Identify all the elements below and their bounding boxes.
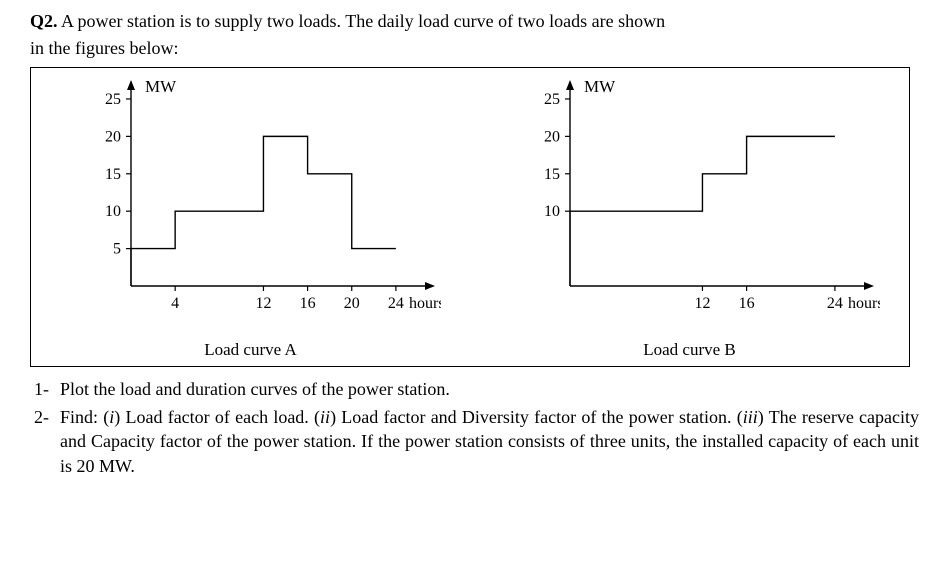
panel-a: 5 10 15 20 25 4 12 16 20 24 MW hours Load curve A	[31, 68, 470, 366]
svg-text:16: 16	[300, 295, 316, 312]
question-line2: in the figures below:	[30, 37, 919, 60]
caption-a: Load curve A	[31, 340, 470, 360]
svg-text:10: 10	[105, 203, 121, 220]
figure-box: 5 10 15 20 25 4 12 16 20 24 MW hours Load curve A 1…	[30, 67, 910, 367]
svg-text:24: 24	[827, 295, 843, 312]
svg-text:15: 15	[105, 166, 121, 183]
svg-text:4: 4	[171, 295, 179, 312]
subquestion-1: 1- Plot the load and duration curves of …	[34, 377, 919, 401]
svg-text:MW: MW	[584, 78, 616, 96]
svg-text:hours: hours	[409, 295, 441, 312]
svg-text:MW: MW	[145, 78, 177, 96]
svg-text:20: 20	[544, 128, 560, 145]
question-label: Q2.	[30, 11, 58, 31]
subq-num-2: 2-	[34, 405, 60, 478]
chart-a-wrap: 5 10 15 20 25 4 12 16 20 24 MW hours	[101, 78, 441, 318]
svg-text:20: 20	[105, 128, 121, 145]
svg-text:12: 12	[694, 295, 710, 312]
subq-num-1: 1-	[34, 377, 60, 401]
subq-text-2: Find: (i) Load factor of each load. (ii)…	[60, 405, 919, 478]
panel-b: 10 15 20 25 12 16 24 MW hours Load curve B	[470, 68, 909, 366]
question-line1: A power station is to supply two loads. …	[61, 11, 665, 31]
svg-text:25: 25	[544, 91, 560, 108]
svg-text:10: 10	[544, 203, 560, 220]
chart-a: 5 10 15 20 25 4 12 16 20 24 MW hours	[101, 78, 441, 318]
subq-text-1: Plot the load and duration curves of the…	[60, 377, 919, 401]
svg-text:12: 12	[255, 295, 271, 312]
subquestion-list: 1- Plot the load and duration curves of …	[30, 377, 919, 478]
subquestion-2: 2- Find: (i) Load factor of each load. (…	[34, 405, 919, 478]
svg-text:24: 24	[388, 295, 404, 312]
svg-text:20: 20	[344, 295, 360, 312]
svg-text:16: 16	[739, 295, 755, 312]
question-prompt: Q2. A power station is to supply two loa…	[30, 10, 919, 33]
chart-b: 10 15 20 25 12 16 24 MW hours	[540, 78, 880, 318]
caption-b: Load curve B	[470, 340, 909, 360]
svg-text:15: 15	[544, 166, 560, 183]
svg-text:5: 5	[113, 240, 121, 257]
svg-text:hours: hours	[848, 295, 880, 312]
svg-text:25: 25	[105, 91, 121, 108]
chart-b-wrap: 10 15 20 25 12 16 24 MW hours	[540, 78, 880, 318]
